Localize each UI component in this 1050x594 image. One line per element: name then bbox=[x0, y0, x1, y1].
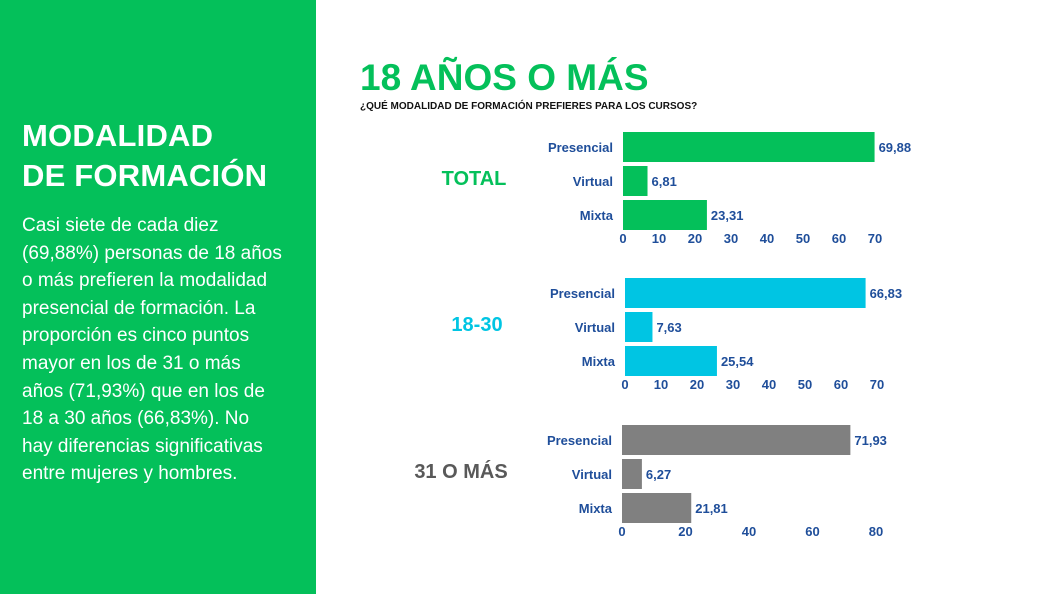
x-tick-label: 60 bbox=[832, 231, 846, 246]
chart-question: ¿QUÉ MODALIDAD DE FORMACIÓN PREFIERES PA… bbox=[360, 101, 698, 112]
chart-group-label: TOTAL bbox=[442, 168, 507, 190]
category-label: Mixta bbox=[582, 354, 616, 369]
sidebar-title: MODALIDAD DE FORMACIÓN bbox=[22, 116, 302, 196]
value-label: 6,81 bbox=[652, 174, 677, 189]
bar-virtual bbox=[625, 312, 653, 342]
category-label: Presencial bbox=[550, 286, 615, 301]
x-tick-label: 20 bbox=[678, 524, 692, 539]
bar-mixta bbox=[623, 200, 707, 230]
bar-mixta bbox=[625, 346, 717, 376]
x-tick-label: 50 bbox=[796, 231, 810, 246]
value-label: 66,83 bbox=[870, 286, 903, 301]
category-label: Presencial bbox=[547, 433, 612, 448]
bar-presencial bbox=[623, 132, 875, 162]
x-tick-label: 80 bbox=[869, 524, 883, 539]
x-tick-label: 30 bbox=[724, 231, 738, 246]
x-tick-label: 40 bbox=[762, 377, 776, 392]
x-tick-label: 0 bbox=[618, 524, 625, 539]
bar-virtual bbox=[623, 166, 648, 196]
x-tick-label: 70 bbox=[870, 377, 884, 392]
x-tick-label: 40 bbox=[760, 231, 774, 246]
x-tick-label: 10 bbox=[652, 231, 666, 246]
category-label: Virtual bbox=[573, 174, 613, 189]
value-label: 25,54 bbox=[721, 354, 754, 369]
page-title: 18 AÑOS O MÁS bbox=[360, 57, 649, 98]
value-label: 7,63 bbox=[656, 320, 681, 335]
category-label: Virtual bbox=[575, 320, 615, 335]
category-label: Mixta bbox=[579, 501, 613, 516]
x-tick-label: 70 bbox=[868, 231, 882, 246]
value-label: 21,81 bbox=[695, 501, 728, 516]
sidebar-title-line1: MODALIDAD bbox=[22, 118, 214, 153]
bar-presencial bbox=[622, 425, 851, 455]
value-label: 23,31 bbox=[711, 208, 744, 223]
x-tick-label: 10 bbox=[654, 377, 668, 392]
value-label: 69,88 bbox=[879, 140, 912, 155]
x-tick-label: 0 bbox=[621, 377, 628, 392]
sidebar-text: Casi siete de cada diez (69,88%) persona… bbox=[22, 215, 282, 485]
category-label: Mixta bbox=[580, 208, 614, 223]
sidebar-panel: MODALIDAD DE FORMACIÓN Casi siete de cad… bbox=[0, 0, 316, 594]
category-label: Virtual bbox=[572, 467, 612, 482]
bar-virtual bbox=[622, 459, 642, 489]
sidebar-title-line2: DE FORMACIÓN bbox=[22, 158, 268, 193]
x-tick-label: 60 bbox=[805, 524, 819, 539]
category-label: Presencial bbox=[548, 140, 613, 155]
chart-group-label: 31 O MÁS bbox=[414, 460, 507, 483]
x-tick-label: 60 bbox=[834, 377, 848, 392]
value-label: 71,93 bbox=[854, 433, 887, 448]
bar-mixta bbox=[622, 493, 692, 523]
x-tick-label: 50 bbox=[798, 377, 812, 392]
bar-presencial bbox=[625, 278, 866, 308]
value-label: 6,27 bbox=[646, 467, 671, 482]
x-tick-label: 20 bbox=[690, 377, 704, 392]
x-tick-label: 40 bbox=[742, 524, 756, 539]
x-tick-label: 30 bbox=[726, 377, 740, 392]
chart-group-label: 18-30 bbox=[451, 314, 502, 336]
x-tick-label: 0 bbox=[619, 231, 626, 246]
x-tick-label: 20 bbox=[688, 231, 702, 246]
